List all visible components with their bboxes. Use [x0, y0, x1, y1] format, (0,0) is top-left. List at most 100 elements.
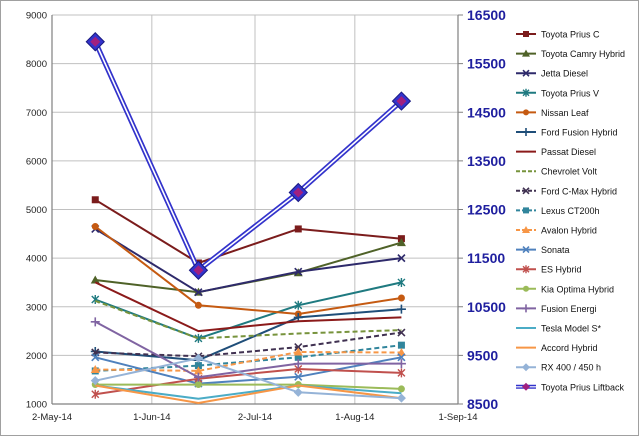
data-point	[397, 328, 406, 337]
legend-label: Toyota Camry Hybrid	[541, 49, 625, 59]
data-point	[90, 317, 100, 327]
y2-tick-label: 15500	[467, 56, 506, 72]
legend-label: Toyota Prius C	[541, 30, 600, 40]
legend-item: Lexus CT200h	[516, 206, 600, 216]
data-point	[293, 387, 303, 397]
legend-item: Jetta Diesel	[516, 69, 588, 79]
y2-tick-label: 9500	[467, 347, 498, 363]
data-point	[294, 353, 302, 361]
data-point	[194, 288, 203, 297]
y-tick-label: 3000	[26, 302, 47, 313]
x-tick-label: 1-Aug-14	[335, 412, 374, 423]
y2-tick-label: 14500	[467, 104, 506, 120]
data-point	[90, 364, 100, 373]
series-line	[95, 308, 402, 362]
legend-label: Accord Hybrid	[541, 343, 598, 353]
series-line	[95, 384, 402, 400]
legend-item: Toyota Prius C	[516, 30, 600, 40]
legend-label: Avalon Hybrid	[541, 226, 597, 236]
series-line	[94, 281, 402, 340]
legend-label: RX 400 / 450 h	[541, 363, 601, 373]
legend-label: Toyota Prius Liftback	[541, 382, 625, 392]
data-point	[91, 389, 100, 399]
data-point-inner	[193, 265, 204, 276]
data-point	[522, 49, 530, 57]
data-point	[91, 196, 99, 204]
data-point	[397, 294, 405, 302]
legend-item: RX 400 / 450 h	[516, 363, 601, 373]
series-line	[94, 320, 402, 379]
data-point	[294, 343, 303, 352]
data-point	[523, 207, 529, 214]
x-tick-label: 1-Sep-14	[438, 412, 477, 423]
data-point	[193, 372, 203, 382]
series-toyota-prius-liftback	[85, 32, 412, 280]
series-line	[95, 331, 402, 358]
legend-item: Toyota Prius Liftback	[516, 382, 625, 392]
x-tick-label: 2-Jul-14	[238, 412, 272, 423]
data-point	[194, 381, 202, 389]
data-point	[523, 109, 529, 116]
legend-label: Kia Optima Hybrid	[541, 284, 614, 294]
y-tick-label: 9000	[26, 11, 47, 22]
legend-item: Passat Diesel	[516, 147, 596, 157]
y-tick-label: 6000	[26, 156, 47, 167]
legend-label: Ford Fusion Hybrid	[541, 128, 618, 138]
series-accord-hybrid	[95, 384, 402, 404]
y-tick-label: 2000	[26, 351, 47, 362]
data-point	[194, 333, 203, 343]
data-point	[396, 304, 406, 314]
data-point	[522, 226, 530, 233]
series-passat-diesel	[94, 281, 402, 333]
legend-item: Nissan Leaf	[516, 108, 589, 118]
legend-item: Ford C-Max Hybrid	[516, 186, 617, 196]
data-point	[522, 265, 530, 274]
data-point	[294, 372, 303, 381]
data-point	[194, 301, 202, 309]
x-tick-label: 2-May-14	[32, 412, 72, 423]
legend-label: Fusion Energi	[541, 304, 597, 314]
data-point	[193, 353, 203, 363]
data-point	[522, 88, 530, 97]
data-point	[522, 304, 530, 313]
legend-item: Toyota Camry Hybrid	[516, 49, 625, 59]
series-line	[94, 228, 402, 294]
y2-tick-label: 13500	[467, 153, 506, 169]
legend-item: Kia Optima Hybrid	[516, 284, 614, 294]
axis-layer: 2-May-14 1-Jun-14 2-Jul-14 1-Aug-14 1-Sep-14…	[26, 7, 506, 423]
data-point	[397, 385, 405, 393]
series-line	[95, 384, 402, 404]
data-point	[293, 359, 303, 369]
data-point	[193, 366, 203, 375]
series-tesla-model-s-	[95, 384, 402, 400]
legend-label: Passat Diesel	[541, 147, 596, 157]
y-tick-label: 8000	[26, 59, 47, 70]
x-tick-label: 1-Jun-14	[133, 412, 171, 423]
data-point	[397, 368, 406, 378]
y2-tick-label: 16500	[467, 7, 506, 23]
data-point	[396, 238, 406, 247]
data-point	[523, 285, 529, 292]
data-point	[522, 246, 530, 254]
data-point	[522, 69, 530, 77]
legend-item: Fusion Energi	[516, 304, 597, 314]
data-point	[194, 362, 202, 370]
series-line	[95, 383, 402, 390]
data-point	[294, 267, 303, 276]
y2-tick-label: 12500	[467, 202, 506, 218]
legend-item: Avalon Hybrid	[516, 226, 597, 236]
data-point	[522, 187, 530, 195]
data-point	[294, 300, 303, 310]
legend-label: Sonata	[541, 245, 570, 255]
data-point	[397, 353, 406, 362]
series-line	[94, 281, 402, 333]
data-point	[523, 31, 529, 37]
series-line	[95, 368, 402, 396]
data-point	[90, 376, 100, 386]
data-point	[522, 363, 530, 372]
series-line	[94, 225, 402, 315]
legend-label: Chevrolet Volt	[541, 167, 598, 177]
data-point-inner	[396, 96, 407, 107]
